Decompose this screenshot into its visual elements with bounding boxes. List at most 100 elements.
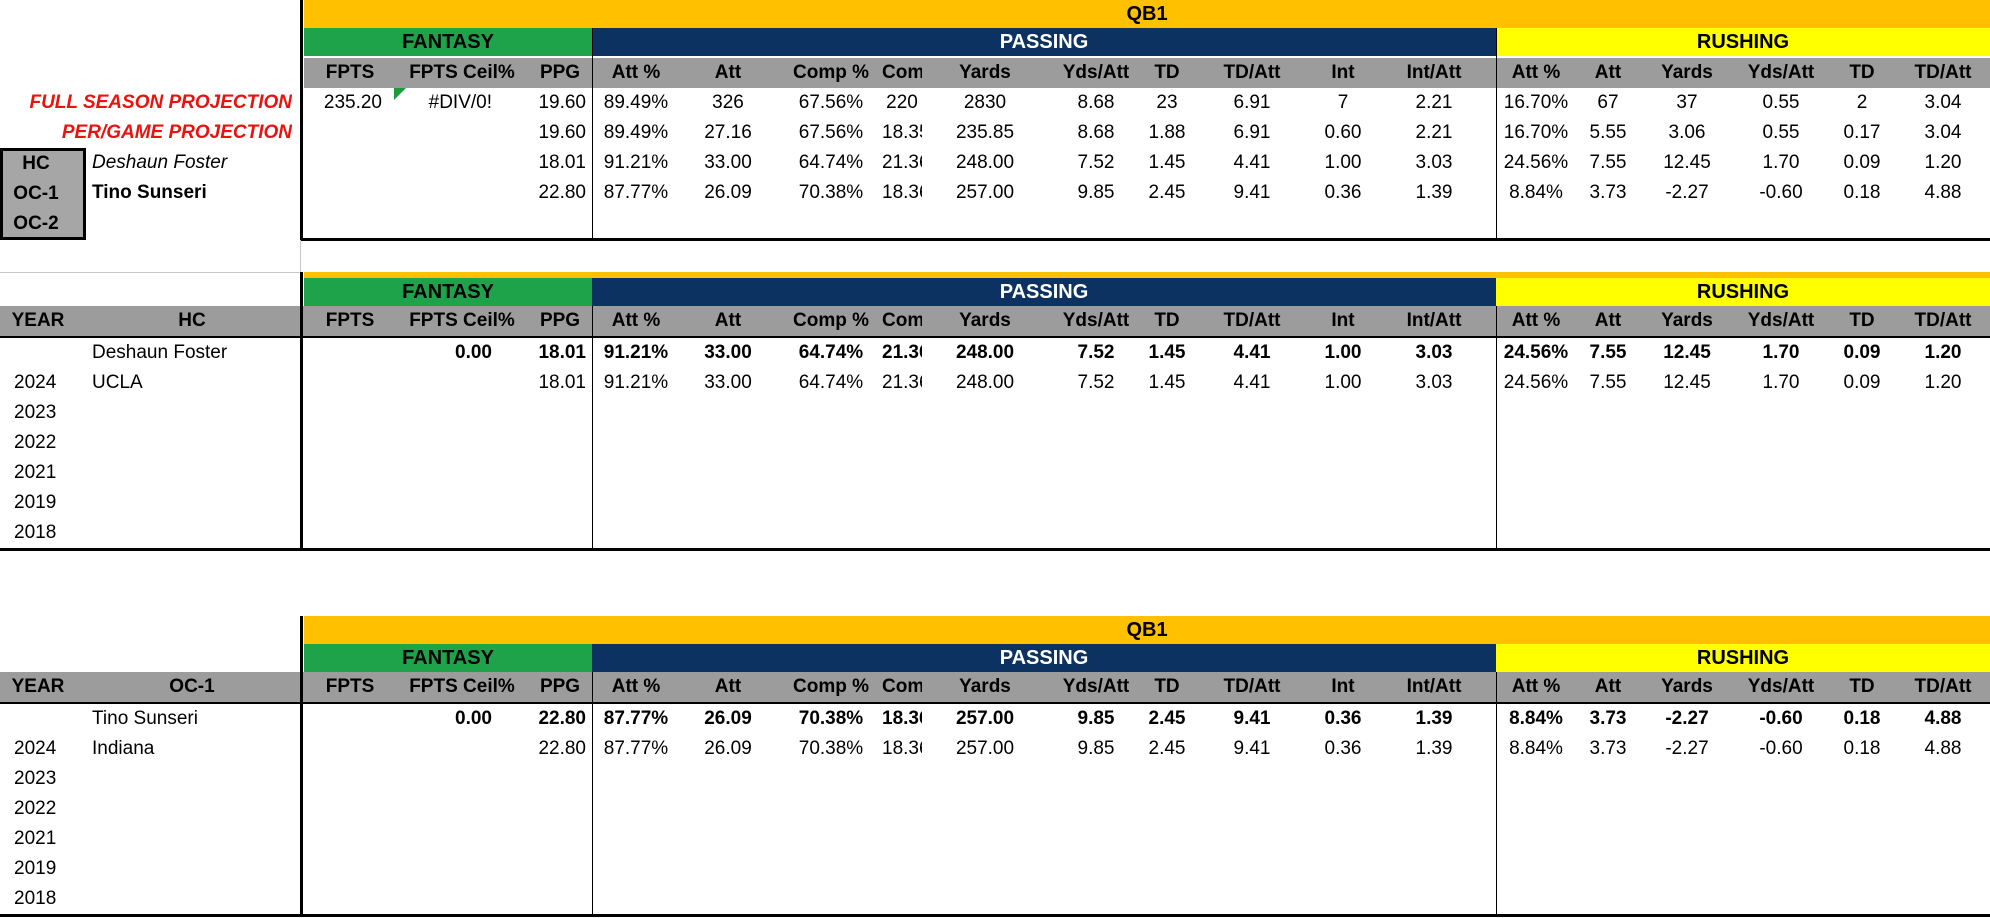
- coach-role-box: [0, 148, 86, 240]
- middle-col-header: TD: [1154, 310, 1180, 331]
- middle-col-header: Comp: [882, 310, 922, 331]
- top-row-full-value-cell: 23: [1156, 92, 1178, 113]
- bottom-qb1-band: QB1: [304, 616, 1990, 644]
- bottom-year-row-value-cell: -2.27: [1665, 738, 1709, 759]
- middle-year-row-value-cell: 0.09: [1843, 372, 1881, 393]
- middle-summary-row-value-cell: 1.00: [1324, 342, 1362, 363]
- top-row-hc-value-cell: 12.45: [1663, 152, 1711, 173]
- bottom-col-header: Yards: [1661, 676, 1713, 697]
- bottom-year-row-value-cell: 1.39: [1415, 738, 1453, 759]
- middle-qb1-strip: [304, 272, 1990, 278]
- middle-col-header: Comp %: [793, 310, 869, 331]
- middle-sep-fantasy: [592, 306, 593, 548]
- bottom-summary-row-value-cell: -2.27: [1665, 708, 1709, 729]
- top-row-hc-value-cell: 1.45: [1148, 152, 1186, 173]
- top-row-oc1-value-cell: 257.00: [955, 182, 1015, 203]
- middle-summary-row-value-cell: 4.41: [1233, 342, 1271, 363]
- bottom-col-header: Att %: [1511, 676, 1561, 697]
- middle-summary-row-value-cell: 1.70: [1762, 342, 1800, 363]
- bottom-year-row-value-cell: 0.36: [1324, 738, 1362, 759]
- top-row-hc-value-cell: 33.00: [704, 152, 752, 173]
- bottom-year-cell: 2024: [14, 738, 57, 759]
- bottom-summary-row-value-cell: 26.09: [704, 708, 752, 729]
- comment-marker: [394, 88, 406, 100]
- top-row-oc1-value-cell: -2.27: [1665, 182, 1709, 203]
- middle-year-cell: 2023: [14, 402, 57, 423]
- top-row-hc-value-cell: 1.20: [1924, 152, 1962, 173]
- bottom-year-row-value-cell: 0.18: [1843, 738, 1881, 759]
- middle-year-row-value-cell: 248.00: [955, 372, 1015, 393]
- middle-summary-row-value-cell: 1.20: [1924, 342, 1962, 363]
- middle-col-header: Int: [1331, 310, 1355, 331]
- top-row-full-value-cell: #DIV/0!: [428, 92, 492, 113]
- middle-summary-row-value-cell: 64.74%: [798, 342, 864, 363]
- bottom-year-row-value-cell: 26.09: [704, 738, 752, 759]
- middle-year-cell: 2018: [14, 522, 57, 543]
- middle-sep-rushing: [1496, 306, 1497, 548]
- middle-col-header: FPTS Ceil%: [409, 310, 515, 331]
- top-col-header: TD/Att: [1914, 62, 1972, 83]
- top-row-pergame-value-cell: 5.55: [1589, 122, 1627, 143]
- middle-summary-row-value-cell: 248.00: [955, 342, 1015, 363]
- middle-summary-row-value-cell: 18.01: [538, 342, 586, 363]
- bottom-team-cell: Indiana: [92, 738, 155, 759]
- top-fantasy-band: FANTASY: [304, 28, 592, 56]
- middle-year-row-value-cell: 91.21%: [603, 372, 669, 393]
- middle-year-cell: 2024: [14, 372, 57, 393]
- middle-year-row-value-cell: 1.70: [1762, 372, 1800, 393]
- middle-col-header: Att: [714, 310, 742, 331]
- top-rushing-band: RUSHING: [1496, 28, 1990, 56]
- bottom-summary-row-value-cell: 8.84%: [1509, 708, 1563, 729]
- top-row-oc1-value-cell: 70.38%: [798, 182, 864, 203]
- middle-year-header: YEAR: [11, 310, 65, 331]
- middle-year-cell: 2022: [14, 432, 57, 453]
- middle-col-header: Att %: [1511, 310, 1561, 331]
- bottom-col-header: Att: [714, 676, 742, 697]
- top-row-pergame-value-cell: 3.06: [1668, 122, 1706, 143]
- middle-year-row-value-cell: 7.55: [1589, 372, 1627, 393]
- middle-col-header: Yds/Att: [1062, 310, 1130, 331]
- top-row-full-value-cell: 220: [886, 92, 918, 113]
- middle-year-cell: 2021: [14, 462, 57, 483]
- middle-summary-row-value-cell: 91.21%: [603, 342, 669, 363]
- top-col-header: Att %: [1511, 62, 1561, 83]
- middle-year-row-value-cell: 7.52: [1077, 372, 1115, 393]
- middle-left-border: [300, 272, 303, 548]
- bottom-col-header: FPTS: [325, 676, 375, 697]
- per-game-label: PER/GAME PROJECTION: [61, 122, 292, 143]
- middle-summary-row-value-cell: 0.00: [455, 342, 492, 363]
- top-row-pergame-value-cell: 1.88: [1148, 122, 1186, 143]
- top-col-header: FPTS Ceil%: [409, 62, 515, 83]
- bottom-year-row-value-cell: -0.60: [1759, 738, 1803, 759]
- bottom-year-row-value-cell: 4.88: [1924, 738, 1962, 759]
- top-col-header: Comp: [882, 62, 922, 83]
- bottom-sep-fantasy: [592, 672, 593, 914]
- top-col-header: Att: [714, 62, 742, 83]
- bottom-year-cell: 2022: [14, 798, 57, 819]
- top-row-oc1-value-cell: -0.60: [1759, 182, 1803, 203]
- middle-coach-name: Deshaun Foster: [92, 342, 228, 363]
- top-row-hc-value-cell: 24.56%: [1503, 152, 1569, 173]
- top-sep-fantasy: [592, 28, 593, 240]
- bottom-col-header: Yds/Att: [1747, 676, 1815, 697]
- bottom-col-header: Att: [1594, 676, 1622, 697]
- top-row-full-value-cell: 6.91: [1233, 92, 1271, 113]
- bottom-fantasy-band: FANTASY: [304, 644, 592, 672]
- middle-team-cell: UCLA: [92, 372, 143, 393]
- top-row-hc-value-cell: 248.00: [955, 152, 1015, 173]
- top-col-header: Int/Att: [1406, 62, 1462, 83]
- bottom-year-row-value-cell: 2.45: [1148, 738, 1186, 759]
- top-row-oc1-value-cell: 9.41: [1233, 182, 1271, 203]
- bottom-summary-row-value-cell: 3.73: [1589, 708, 1627, 729]
- top-row-hc-value-cell: 3.03: [1415, 152, 1453, 173]
- bottom-col-header: TD: [1849, 676, 1875, 697]
- grid-line: [0, 272, 300, 273]
- top-col-header: TD: [1154, 62, 1180, 83]
- bottom-left-border: [300, 616, 303, 914]
- middle-col-header: TD/Att: [1914, 310, 1972, 331]
- bottom-summary-row-value-cell: 4.88: [1924, 708, 1962, 729]
- bottom-summary-row-value-cell: 0.00: [455, 708, 492, 729]
- bottom-year-cell: 2019: [14, 858, 57, 879]
- bottom-col-header: Att %: [611, 676, 661, 697]
- middle-year-row-value-cell: 1.45: [1148, 372, 1186, 393]
